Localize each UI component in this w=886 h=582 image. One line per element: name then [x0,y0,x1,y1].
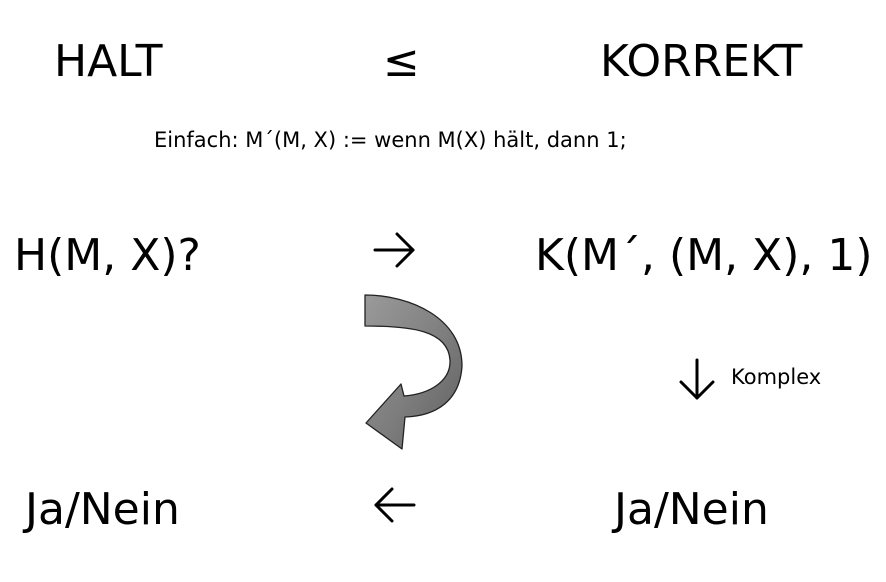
title-halt: HALT [54,36,163,87]
left-arrow-icon [374,487,416,523]
expr-halt-query: H(M, X)? [14,230,201,281]
label-komplex: Komplex [731,365,822,389]
title-relation: ≤ [383,36,420,87]
definition-text: Einfach: M´(M, X) := wenn M(X) hält, dan… [154,128,627,152]
title-korrekt: KORREKT [600,36,803,87]
right-arrow-icon [373,232,415,268]
result-korrekt: Ja/Nein [614,484,769,535]
curved-return-arrow-icon [364,294,463,450]
result-halt: Ja/Nein [25,484,180,535]
expr-korrekt-call: K(M´, (M, X), 1) [535,230,873,281]
down-arrow-icon [679,358,715,400]
